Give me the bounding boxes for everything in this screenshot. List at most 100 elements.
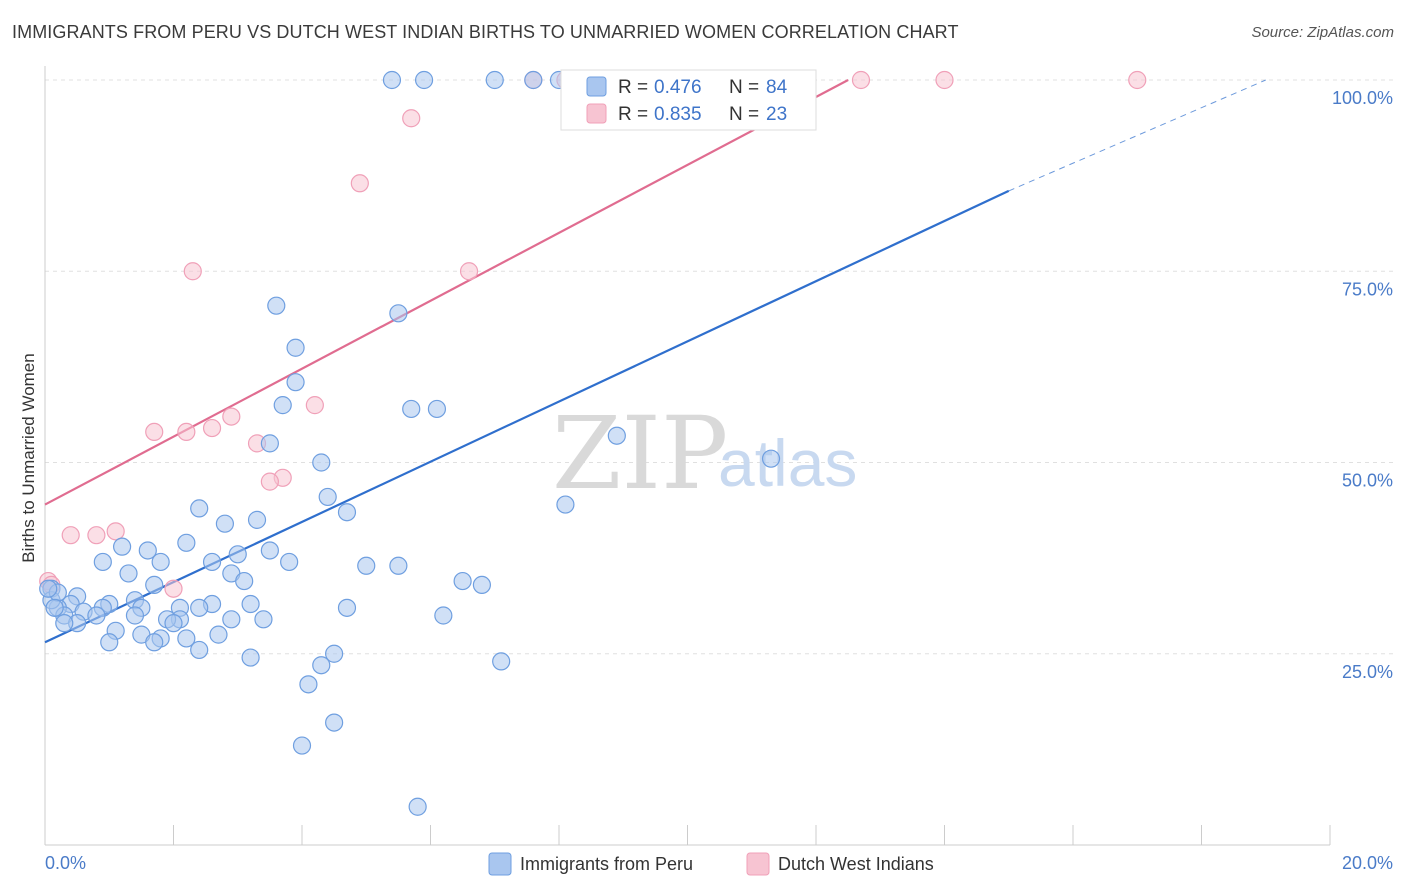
point-peru-3 <box>524 70 543 90</box>
legend-n-label-peru: N = <box>729 77 759 98</box>
point-peru-5 <box>267 296 286 315</box>
point-peru-69 <box>434 606 453 625</box>
point-peru-78 <box>408 797 427 816</box>
point-dutch-20 <box>164 579 183 598</box>
y-tick-label-2: 50.0% <box>1342 471 1393 491</box>
point-peru-54 <box>125 606 145 625</box>
point-peru-1 <box>414 70 434 90</box>
point-peru-64 <box>177 629 196 648</box>
point-peru-66 <box>145 633 164 652</box>
point-peru-30 <box>93 552 112 572</box>
trendline-peru <box>44 189 1010 644</box>
point-peru-27 <box>228 545 247 564</box>
y-tick-label-3: 25.0% <box>1342 662 1393 682</box>
point-peru-22 <box>112 537 132 556</box>
point-dutch-10 <box>305 396 324 415</box>
y-tick-label-1: 75.0% <box>1342 279 1393 299</box>
trendline-peru-extension <box>1008 79 1266 192</box>
point-peru-33 <box>119 564 138 583</box>
point-dutch-13 <box>177 422 196 441</box>
point-peru-49 <box>337 598 357 617</box>
point-peru-11 <box>427 399 447 419</box>
point-peru-15 <box>312 453 331 472</box>
bottom-legend-swatch-peru <box>488 852 512 876</box>
y-axis-label: Births to Unmarried Women <box>19 353 38 562</box>
point-peru-58 <box>254 610 273 629</box>
trendlines <box>44 79 1266 644</box>
point-peru-59 <box>164 614 183 633</box>
point-dutch-2 <box>851 70 871 90</box>
point-peru-38 <box>145 575 164 595</box>
point-peru-20 <box>247 510 267 529</box>
point-peru-32 <box>389 556 408 575</box>
watermark-atlas: atlas <box>718 426 857 500</box>
stats-legend: R = 0.476 N = 84 R = 0.835 N = 23 <box>560 69 817 131</box>
legend-r-label-dutch: R = <box>618 104 648 125</box>
chart-title: IMMIGRANTS FROM PERU VS DUTCH WEST INDIA… <box>12 22 959 42</box>
point-peru-26 <box>280 552 299 572</box>
point-dutch-17 <box>106 522 125 541</box>
point-peru-82 <box>39 579 58 598</box>
point-peru-7 <box>286 338 305 357</box>
point-dutch-4 <box>1128 70 1147 90</box>
point-peru-52 <box>87 606 106 625</box>
point-peru-8 <box>286 373 305 392</box>
point-dutch-9 <box>222 407 241 426</box>
point-peru-37 <box>472 575 491 595</box>
point-peru-19 <box>190 499 209 518</box>
data-points <box>39 70 1147 816</box>
point-peru-6 <box>389 304 408 323</box>
point-peru-77 <box>292 736 312 755</box>
point-peru-76 <box>325 713 344 732</box>
legend-r-value-peru: 0.476 <box>654 77 702 98</box>
grid-lines <box>45 79 1395 655</box>
point-dutch-7 <box>183 262 202 281</box>
point-peru-21 <box>215 514 234 533</box>
bottom-legend-label-peru: Immigrants from Peru <box>520 854 693 874</box>
point-dutch-5 <box>402 109 421 128</box>
point-peru-83 <box>45 598 64 617</box>
legend-n-label-dutch: N = <box>729 104 759 125</box>
legend-r-label-peru: R = <box>618 77 648 98</box>
point-peru-73 <box>492 652 511 671</box>
point-peru-9 <box>273 396 292 415</box>
x-tick-label-0: 0.0% <box>45 853 86 873</box>
watermark-zip: ZIP <box>552 395 728 512</box>
point-peru-75 <box>299 675 318 694</box>
point-peru-74 <box>312 656 331 675</box>
point-peru-41 <box>241 594 260 614</box>
point-peru-36 <box>453 571 472 591</box>
point-peru-28 <box>151 552 170 572</box>
point-dutch-6 <box>350 174 369 193</box>
point-peru-50 <box>190 598 209 617</box>
point-peru-35 <box>235 571 254 591</box>
point-dutch-12 <box>145 422 164 441</box>
point-peru-72 <box>241 648 260 667</box>
watermark: ZIP atlas <box>552 395 857 512</box>
point-peru-31 <box>357 556 376 575</box>
point-dutch-3 <box>935 70 954 90</box>
point-peru-25 <box>260 541 279 560</box>
point-dutch-18 <box>61 526 80 545</box>
point-peru-24 <box>138 541 157 560</box>
point-dutch-11 <box>202 418 222 438</box>
tick-labels: 100.0% 75.0% 50.0% 25.0% 0.0% 20.0% <box>45 88 1393 873</box>
point-peru-29 <box>202 552 222 572</box>
point-peru-71 <box>325 644 344 663</box>
legend-n-value-dutch: 23 <box>766 104 787 125</box>
point-dutch-19 <box>87 526 106 545</box>
point-peru-23 <box>177 533 196 552</box>
point-peru-13 <box>761 449 781 468</box>
point-peru-68 <box>100 633 119 652</box>
series-legend: Immigrants from Peru Dutch West Indians <box>488 852 934 876</box>
x-tick-label-1: 20.0% <box>1342 853 1393 873</box>
point-peru-67 <box>209 625 228 644</box>
legend-swatch-peru <box>586 76 607 97</box>
point-peru-0 <box>382 70 402 90</box>
point-peru-18 <box>337 503 357 522</box>
point-peru-17 <box>556 495 575 514</box>
bottom-legend-swatch-dutch <box>746 852 770 876</box>
point-peru-14 <box>260 434 279 453</box>
point-peru-57 <box>222 610 241 629</box>
